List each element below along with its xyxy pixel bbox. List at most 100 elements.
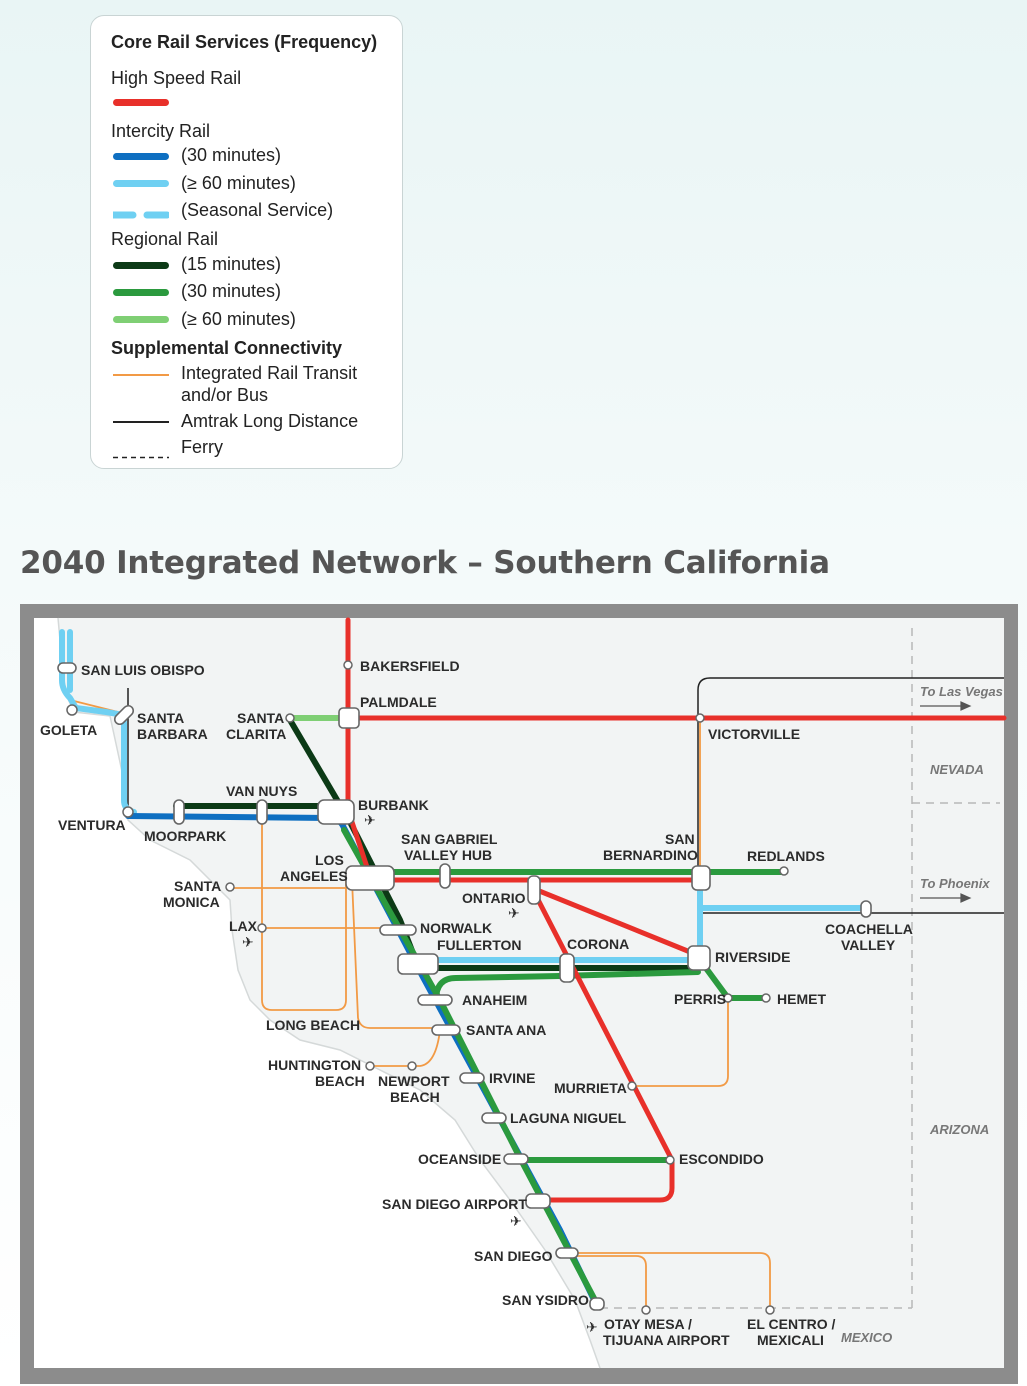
station-pill-los-angeles (345, 865, 395, 891)
arrowhead-to-las-vegas (960, 701, 972, 711)
station-pill-ontario (527, 875, 541, 905)
airplane-icon: ✈ (242, 935, 254, 951)
legend-swatch-intercity-60 (113, 180, 169, 187)
legend-swatch-regional-30 (113, 289, 169, 296)
legend-label-regional-60: (≥ 60 minutes) (181, 309, 296, 329)
airplane-icon: ✈ (510, 1214, 522, 1230)
label-burbank: BURBANK (358, 797, 429, 813)
label-san-luis-obispo: SAN LUIS OBISPO (81, 662, 205, 678)
legend-swatch-regional-15 (113, 262, 169, 269)
station-pill-laguna-niguel (481, 1112, 507, 1124)
label-hemet: HEMET (777, 991, 826, 1007)
label-ontario: ONTARIO (462, 890, 526, 906)
label-san-gabriel-1: SAN GABRIEL (401, 831, 498, 847)
legend-swatch-ferry (113, 446, 169, 459)
station-dot-huntington-beach (365, 1061, 375, 1071)
station-pill-oceanside (503, 1153, 529, 1165)
label-los-angeles-2: ANGELES (280, 868, 348, 884)
label-santa-clarita-1: SANTA (237, 710, 284, 726)
legend-label-regional-30: (30 minutes) (181, 281, 282, 301)
legend-swatch-amtrak-long-distance (113, 421, 169, 423)
label-laguna-niguel: LAGUNA NIGUEL (510, 1110, 627, 1126)
legend-swatch-high-speed-rail (113, 99, 169, 106)
label-moorpark: MOORPARK (144, 828, 226, 844)
legend-label-ferry: Ferry (181, 437, 223, 457)
station-dot-murrieta (627, 1081, 637, 1091)
station-dot-newport-beach (407, 1061, 417, 1071)
label-oceanside: OCEANSIDE (418, 1151, 501, 1167)
label-norwalk: NORWALK (420, 920, 492, 936)
label-corona: CORONA (567, 936, 629, 952)
label-huntington-2: BEACH (315, 1073, 365, 1089)
legend-swatch-regional-60 (113, 316, 169, 323)
label-el-centro-1: EL CENTRO / (747, 1316, 836, 1332)
label-murrieta: MURRIETA (554, 1080, 627, 1096)
legend-label-integrated-transit-line1: Integrated Rail Transit (181, 363, 358, 383)
legend-title: Core Rail Services (Frequency) (111, 32, 378, 52)
legend-label-intercity-seasonal: (Seasonal Service) (181, 200, 334, 220)
legend-label-intercity-30: (30 minutes) (181, 145, 282, 165)
label-redlands: REDLANDS (747, 848, 825, 864)
label-el-centro-2: MEXICALI (757, 1332, 824, 1348)
station-dot-goleta (66, 704, 78, 716)
station-pill-santa-barbara (113, 704, 135, 726)
station-dot-otay-mesa (641, 1305, 651, 1315)
station-pill-fullerton (397, 953, 439, 975)
label-palmdale: PALMDALE (360, 694, 437, 710)
label-goleta: GOLETA (40, 722, 97, 738)
label-coachella-1: COACHELLA (825, 921, 913, 937)
airplane-icon: ✈ (586, 1320, 598, 1336)
label-santa-monica-1: SANTA (174, 878, 221, 894)
station-pill-van-nuys (256, 799, 268, 825)
label-long-beach: LONG BEACH (266, 1017, 360, 1033)
label-coachella-2: VALLEY (841, 937, 896, 953)
station-dot-bakersfield (343, 660, 353, 670)
legend-label-regional-15: (15 minutes) (181, 254, 282, 274)
label-newport-1: NEWPORT (378, 1073, 450, 1089)
station-pill-san-ysidro (589, 1297, 605, 1311)
label-fullerton: FULLERTON (437, 937, 522, 953)
label-san-bernardino-1: SAN (665, 831, 695, 847)
label-san-ysidro: SAN YSIDRO (502, 1292, 589, 1308)
airport-icons: ✈ ✈ ✈ ✈ ✈ (242, 813, 598, 1336)
station-dot-santa-clarita (285, 713, 295, 723)
station-dot-hemet (761, 993, 771, 1003)
label-irvine: IRVINE (489, 1070, 535, 1086)
station-dot-el-centro (765, 1305, 775, 1315)
label-to-phoenix: To Phoenix (920, 876, 990, 891)
label-bakersfield: BAKERSFIELD (360, 658, 460, 674)
station-pill-san-gabriel-valley-hub (439, 863, 451, 889)
legend-label-amtrak-long-distance: Amtrak Long Distance (181, 411, 359, 431)
label-santa-ana: SANTA ANA (466, 1022, 546, 1038)
legend-heading-supplemental: Supplemental Connectivity (111, 338, 343, 358)
label-escondido: ESCONDIDO (679, 1151, 764, 1167)
label-newport-2: BEACH (390, 1089, 440, 1105)
station-dot-lax (257, 923, 267, 933)
coastline (57, 617, 601, 1369)
label-riverside: RIVERSIDE (715, 949, 790, 965)
label-anaheim: ANAHEIM (462, 992, 527, 1008)
page-title: 2040 Integrated Network – Southern Calif… (20, 545, 830, 581)
station-dot-escondido (665, 1155, 675, 1165)
amtrak-las-vegas-line (697, 677, 1004, 958)
station-dots (66, 660, 789, 1315)
station-pill-san-luis-obispo (57, 662, 77, 674)
station-pill-san-diego-airport (525, 1193, 551, 1209)
label-los-angeles-1: LOS (315, 852, 344, 868)
label-ventura: VENTURA (58, 817, 126, 833)
station-pill-burbank (317, 799, 355, 825)
station-pills (57, 662, 872, 1311)
airplane-icon: ✈ (364, 813, 376, 829)
label-victorville: VICTORVILLE (708, 726, 800, 742)
label-santa-barbara-2: BARBARA (137, 726, 208, 742)
supplemental-transit-lines (69, 699, 771, 1308)
station-pill-santa-ana (431, 1024, 461, 1036)
label-mexico: MEXICO (841, 1330, 892, 1345)
station-dot-ventura (122, 806, 134, 818)
destination-arrows (920, 701, 972, 903)
station-pill-corona (559, 953, 575, 983)
legend-label-integrated-transit-line2: and/or Bus (181, 385, 269, 405)
station-dot-victorville (695, 713, 705, 723)
label-perris: PERRIS (674, 991, 726, 1007)
